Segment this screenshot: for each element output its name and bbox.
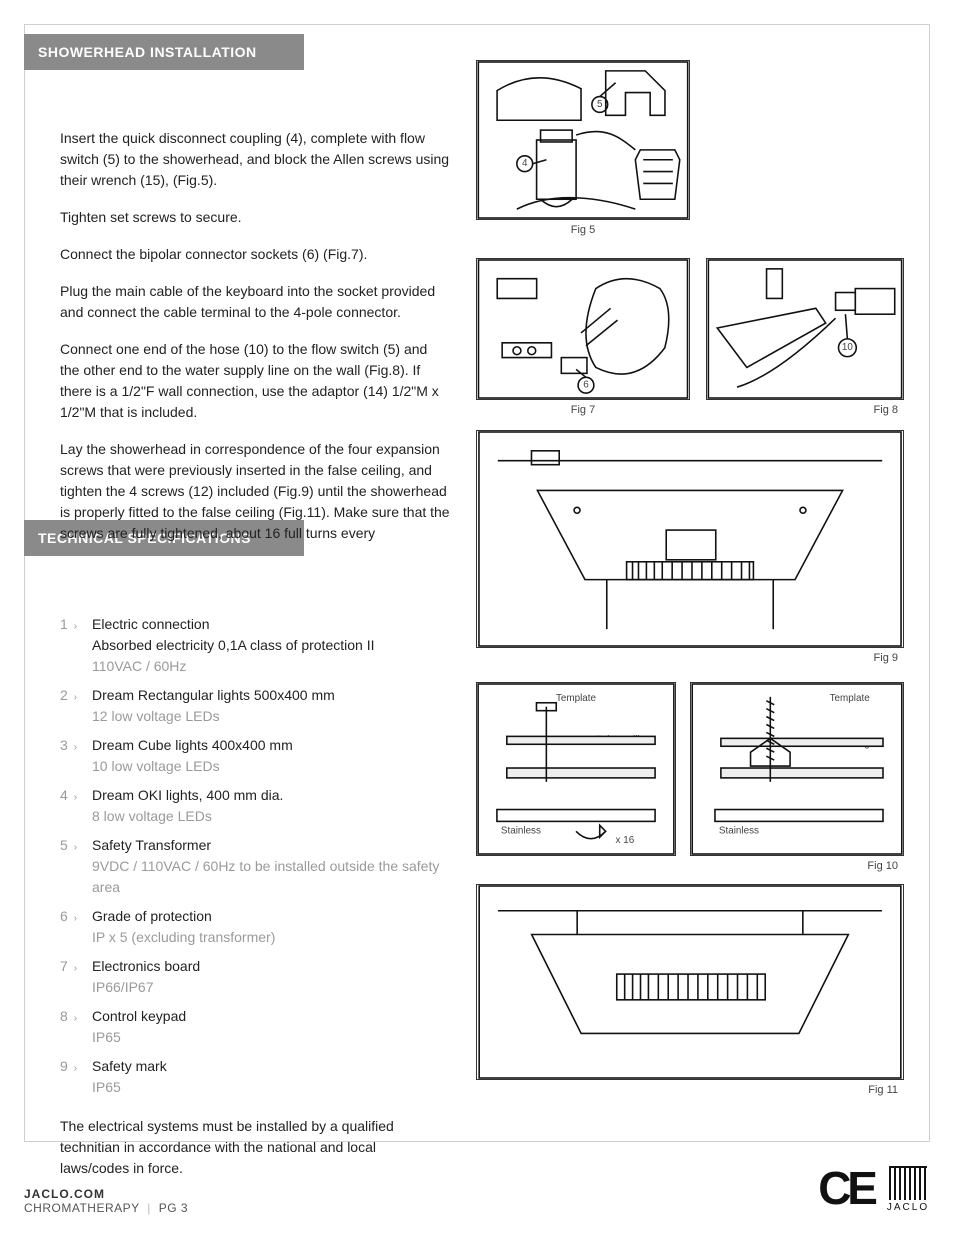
install-para: Connect the bipolar connector sockets (6… xyxy=(60,244,450,265)
spec-body: Dream Rectangular lights 500x400 mm12 lo… xyxy=(92,685,450,727)
spec-sub: Absorbed electricity 0,1A class of prote… xyxy=(92,635,450,656)
spec-number: 4 › xyxy=(60,785,92,827)
spec-sub: 8 low voltage LEDs xyxy=(92,806,450,827)
footer-page: PG 3 xyxy=(159,1201,188,1215)
spec-title: Dream Cube lights 400x400 mm xyxy=(92,735,450,756)
spec-number: 6 › xyxy=(60,906,92,948)
figure-caption: Fig 5 xyxy=(476,224,690,236)
svg-text:4: 4 xyxy=(522,158,528,169)
spec-body: Control keypadIP65 xyxy=(92,1006,450,1048)
spec-title: Electronics board xyxy=(92,956,450,977)
spec-title: Dream Rectangular lights 500x400 mm xyxy=(92,685,450,706)
spec-title: Safety Transformer xyxy=(92,835,450,856)
figure-7: 6 Fig 7 xyxy=(476,258,690,416)
spec-sub: IP x 5 (excluding transformer) xyxy=(92,927,450,948)
figure-8: 10 Fig 8 xyxy=(706,258,904,416)
ce-mark-icon: C E xyxy=(818,1161,874,1215)
svg-text:Template: Template xyxy=(556,693,597,704)
spec-body: Electric connectionAbsorbed electricity … xyxy=(92,614,450,677)
spec-sub: 9VDC / 110VAC / 60Hz to be installed out… xyxy=(92,856,450,898)
page-footer: JACLO.COM CHROMATHERAPY | PG 3 xyxy=(24,1187,188,1215)
figure-9: Fig 9 xyxy=(476,430,904,664)
section-header-installation: SHOWERHEAD INSTALLATION xyxy=(24,34,304,70)
spec-number: 1 › xyxy=(60,614,92,677)
spec-title: Grade of protection xyxy=(92,906,450,927)
install-para: Tighten set screws to secure. xyxy=(60,207,450,228)
spec-sub: 12 low voltage LEDs xyxy=(92,706,450,727)
spec-body: Dream Cube lights 400x400 mm10 low volta… xyxy=(92,735,450,777)
spec-sub: IP65 xyxy=(92,1027,450,1048)
spec-title: Dream OKI lights, 400 mm dia. xyxy=(92,785,450,806)
spec-number: 8 › xyxy=(60,1006,92,1048)
svg-text:10: 10 xyxy=(842,342,853,353)
figure-caption: Fig 7 xyxy=(476,404,690,416)
install-para: Connect one end of the hose (10) to the … xyxy=(60,339,450,423)
spec-row: 3 ›Dream Cube lights 400x400 mm10 low vo… xyxy=(60,735,450,777)
svg-text:6: 6 xyxy=(583,380,589,391)
figure-caption: Fig 11 xyxy=(476,1084,904,1096)
spec-number: 3 › xyxy=(60,735,92,777)
spec-number: 9 › xyxy=(60,1056,92,1098)
spec-body: Grade of protectionIP x 5 (excluding tra… xyxy=(92,906,450,948)
figure-caption: Fig 10 xyxy=(690,860,904,872)
install-para: Lay the showerhead in correspondence of … xyxy=(60,439,450,544)
svg-text:Stainless: Stainless xyxy=(501,825,541,836)
figure-11: Fig 11 xyxy=(476,884,904,1096)
specs-note: The electrical systems must be installed… xyxy=(60,1116,400,1179)
brand-logo-icon: JACLO xyxy=(886,1166,930,1213)
footer-separator: | xyxy=(147,1201,151,1215)
spec-row: 9 ›Safety markIP65 xyxy=(60,1056,450,1098)
svg-text:5: 5 xyxy=(597,99,603,110)
spec-row: 2 ›Dream Rectangular lights 500x400 mm12… xyxy=(60,685,450,727)
svg-text:Template: Template xyxy=(830,693,871,704)
spec-body: Electronics boardIP66/IP67 xyxy=(92,956,450,998)
spec-row: 8 ›Control keypadIP65 xyxy=(60,1006,450,1048)
spec-sub: 110VAC / 60Hz xyxy=(92,656,450,677)
spec-row: 7 ›Electronics boardIP66/IP67 xyxy=(60,956,450,998)
figure-10-right: Template False ceiling Stainless Fig 10 xyxy=(690,682,904,872)
spec-row: 1 ›Electric connectionAbsorbed electrici… xyxy=(60,614,450,677)
spec-title: Control keypad xyxy=(92,1006,450,1027)
spec-sub: IP66/IP67 xyxy=(92,977,450,998)
svg-text:Stainless: Stainless xyxy=(719,825,759,836)
spec-number: 7 › xyxy=(60,956,92,998)
spec-row: 6 ›Grade of protectionIP x 5 (excluding … xyxy=(60,906,450,948)
install-para: Insert the quick disconnect coupling (4)… xyxy=(60,128,450,191)
spec-number: 2 › xyxy=(60,685,92,727)
figure-caption: Fig 9 xyxy=(476,652,904,664)
spec-title: Electric connection xyxy=(92,614,450,635)
spec-number: 5 › xyxy=(60,835,92,898)
figure-caption: Fig 8 xyxy=(706,404,904,416)
specs-list: 1 ›Electric connectionAbsorbed electrici… xyxy=(60,614,450,1179)
spec-row: 4 ›Dream OKI lights, 400 mm dia.8 low vo… xyxy=(60,785,450,827)
spec-sub: 10 low voltage LEDs xyxy=(92,756,450,777)
spec-body: Safety Transformer9VDC / 110VAC / 60Hz t… xyxy=(92,835,450,898)
spec-title: Safety mark xyxy=(92,1056,450,1077)
spec-body: Dream OKI lights, 400 mm dia.8 low volta… xyxy=(92,785,450,827)
svg-text:x 16: x 16 xyxy=(616,835,635,846)
spec-row: 5 ›Safety Transformer9VDC / 110VAC / 60H… xyxy=(60,835,450,898)
figure-10-left: Template False ceiling Stainless x 16 xyxy=(476,682,676,856)
installation-text: Insert the quick disconnect coupling (4)… xyxy=(60,128,450,560)
figure-5: 4 5 Fig 5 xyxy=(476,60,690,236)
install-para: Plug the main cable of the keyboard into… xyxy=(60,281,450,323)
spec-body: Safety markIP65 xyxy=(92,1056,450,1098)
footer-site: JACLO.COM xyxy=(24,1187,105,1201)
spec-sub: IP65 xyxy=(92,1077,450,1098)
footer-product: CHROMATHERAPY xyxy=(24,1201,139,1215)
